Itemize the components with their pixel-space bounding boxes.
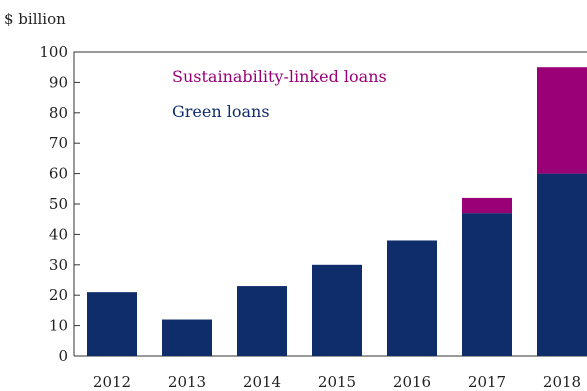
- bar-green-loans-2013: [162, 319, 212, 356]
- x-tick-label: 2018: [543, 373, 581, 391]
- y-axis-ticks: 0 10 20 30 40 50 60 70 80 90 100: [39, 43, 80, 365]
- legend: Sustainability-linked loans Green loans: [172, 67, 387, 121]
- bar-green-loans-2014: [237, 286, 287, 356]
- y-tick-label: 40: [49, 225, 68, 243]
- bar-green-loans-2012: [87, 292, 137, 356]
- y-tick-label: 20: [49, 286, 68, 304]
- bar-green-loans-2016: [387, 240, 437, 356]
- x-tick-label: 2017: [468, 373, 506, 391]
- y-tick-label: 0: [58, 347, 68, 365]
- x-tick-label: 2012: [93, 373, 131, 391]
- y-tick-label: 10: [49, 317, 68, 335]
- bar-sustainability-linked-loans-2017: [462, 197, 512, 214]
- y-unit-label: $ billion: [4, 10, 66, 28]
- y-tick-label: 90: [49, 73, 68, 91]
- x-tick-label: 2014: [243, 373, 281, 391]
- y-tick-label: 100: [39, 43, 68, 61]
- y-tick-label: 50: [49, 195, 68, 213]
- bar-green-loans-2017: [462, 213, 512, 356]
- bar-green-loans-2018: [537, 173, 587, 356]
- bar-green-loans-2015: [312, 264, 362, 356]
- y-tick-label: 70: [49, 134, 68, 152]
- legend-label-green-loans: Green loans: [172, 102, 270, 121]
- x-tick-label: 2016: [393, 373, 431, 391]
- y-tick-label: 30: [49, 256, 68, 274]
- x-tick-label: 2015: [318, 373, 356, 391]
- x-tick-label: 2013: [168, 373, 206, 391]
- bars: [87, 67, 587, 356]
- y-tick-label: 80: [49, 104, 68, 122]
- bar-sustainability-linked-loans-2018: [537, 67, 587, 174]
- y-tick-label: 60: [49, 165, 68, 183]
- x-axis-ticks: 2012 2013 2014 2015 2016 2017 2018: [93, 373, 581, 391]
- legend-label-sustainability-linked-loans: Sustainability-linked loans: [172, 67, 387, 86]
